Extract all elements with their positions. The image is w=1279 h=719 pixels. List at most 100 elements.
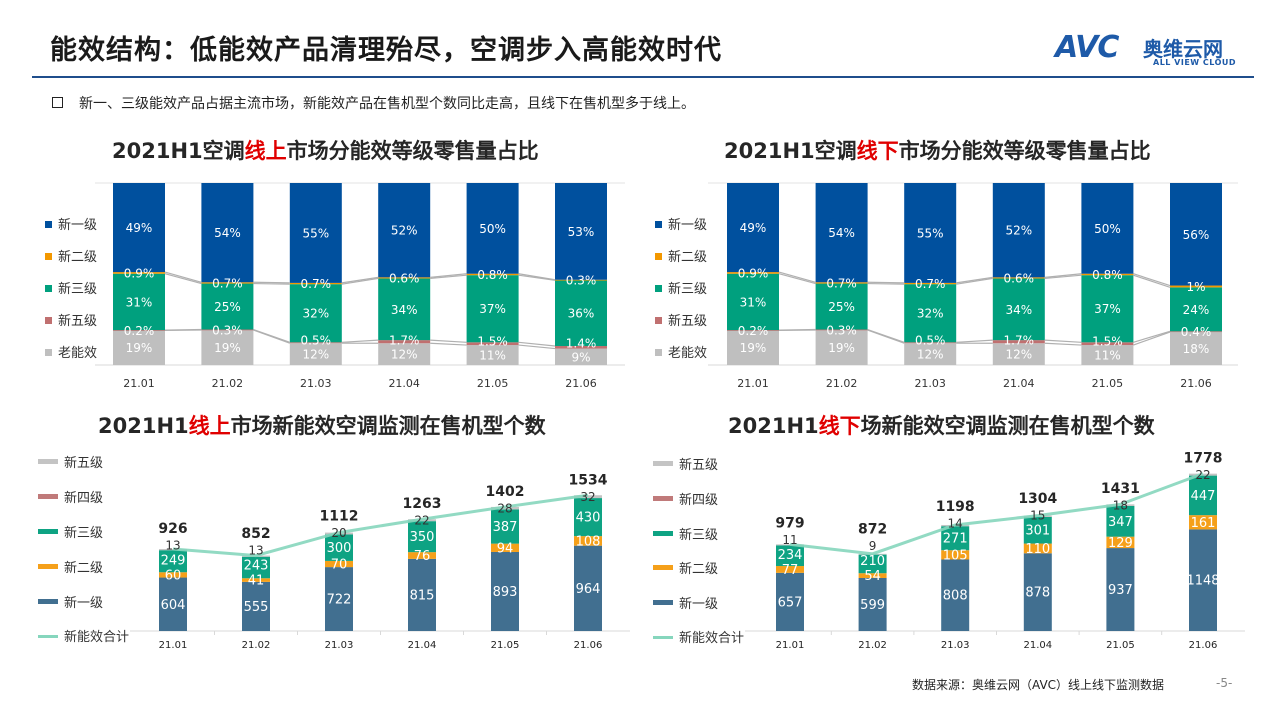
data-label: 32% [302,307,329,321]
legend-label: 新二级 [668,250,708,265]
legend-swatch [45,317,52,324]
legend-swatch [655,349,662,356]
logo-cn: 奥维云网 [1143,37,1223,61]
series-connector-line [778,271,816,283]
legend-label: 新五级 [58,314,98,329]
avc-logo: AVC 奥维云网 ALL VIEW CLOUD [1055,30,1250,70]
total-label: 1778 [1184,451,1223,467]
bar-segment-老能效 [113,330,165,365]
bar-segment-新二级 [201,282,254,284]
total-label: 1263 [403,496,442,512]
legend-label: 新一级 [58,218,98,233]
legend-item: 新四级 [653,489,718,508]
x-tick-label: 21.01 [776,640,805,651]
series-connector-line [1044,342,1082,346]
bar-segment-新二级 [992,277,1045,279]
data-label: 1.5% [477,335,508,349]
series-connector-line [1133,330,1171,343]
total-label: 852 [241,526,270,542]
total-label: 979 [775,515,804,531]
data-label: 20 [331,526,346,540]
data-label: 0.7% [301,277,332,291]
data-label: 0.7% [212,276,243,290]
legend-label: 新能效合计 [679,631,745,646]
data-label: 210 [860,554,885,569]
data-label: 15 [1030,509,1045,523]
bar-segment-新一级 [1170,183,1222,286]
legend-swatch [653,565,673,570]
series-connector-line [164,271,202,283]
bullet-point: 新一、三级能效产品占据主流市场，新能效产品在售机型个数同比走高，且线下在售机型多… [52,93,695,113]
data-label: 1% [1186,280,1205,294]
data-label: 964 [576,582,601,597]
series-connector-line [1044,274,1082,280]
series-connector-line [956,277,993,285]
data-label: 0.2% [124,324,155,338]
bar-segment-新三级 [992,278,1045,341]
series-connector-line [1133,274,1171,288]
data-label: 0.7% [915,277,946,291]
legend-online-models: 新五级 新四级 新三级 新二级 新一级 新能效合计 [38,452,129,645]
bar-segment-老能效 [201,330,254,365]
data-label: 108 [576,534,601,549]
data-label: 808 [943,589,968,604]
data-label: 110 [1025,542,1050,557]
legend-item: 新五级 [655,310,707,329]
bar-segment-新一级 [159,577,187,631]
bar-segment-新五级 [466,342,519,346]
data-label: 12% [917,348,944,362]
data-label: 161 [1191,516,1216,531]
series-connector-line [430,274,467,280]
bar-segment-新三级 [941,526,970,551]
legend-swatch [655,253,662,260]
bar-segment-新一级 [289,183,342,283]
bar-segment-新二级 [466,273,519,276]
legend-label: 老能效 [58,346,98,361]
x-tick-label: 21.06 [565,377,597,390]
data-label: 0.5% [915,334,946,348]
bar-segment-新二级 [555,279,607,281]
data-label: 0.3% [566,274,597,288]
x-tick-label: 21.02 [242,640,271,651]
bar-segment-新三级 [242,556,270,579]
series-connector-line [341,276,379,284]
series-connector-line [1133,273,1171,287]
series-connector-line [341,277,379,285]
data-label: 55% [302,226,329,240]
data-label: 50% [1094,222,1121,236]
bar-segment-新三级 [858,554,887,574]
legend-label: 新三级 [668,282,708,297]
legend-item: 新五级 [38,452,103,471]
x-tick-label: 21.03 [941,640,970,651]
legend-item: 新五级 [45,310,97,329]
data-label: 0.6% [1004,271,1035,285]
legend-swatch [653,531,673,536]
title-part: 2021H1空调 [112,139,245,163]
legend-swatch [38,529,58,534]
legend-item: 新一级 [45,214,97,233]
data-label: 11 [782,533,797,547]
data-label: 0.7% [826,276,857,290]
data-label: 12% [391,348,418,362]
x-tick-label: 21.04 [408,640,437,651]
data-label: 301 [1025,524,1050,539]
x-tick-label: 21.01 [123,377,155,390]
bar-segment-新三级 [815,283,868,330]
data-label: 1.7% [1004,334,1035,348]
legend-item: 新一级 [655,214,707,233]
series-connector-line [430,273,467,278]
legend-swatch [45,253,52,260]
legend-item: 老能效 [655,342,707,361]
bar-segment-新二级 [1081,273,1134,276]
chart-title-offline-models: 2021H1线下场新能效空调监测在售机型个数 [728,410,1155,440]
series-connector-line [867,328,905,343]
data-label: 34% [1005,303,1032,317]
data-label: 815 [410,588,435,603]
bar-segment-新一级 [1189,529,1217,631]
legend-offline-models: 新五级 新四级 新三级 新二级 新一级 新能效合计 [653,454,745,646]
legend-label: 新一级 [64,596,104,611]
data-label: 14 [948,517,963,531]
legend-item: 新二级 [653,558,718,577]
data-label: 878 [1025,586,1050,601]
data-label: 722 [327,593,352,608]
